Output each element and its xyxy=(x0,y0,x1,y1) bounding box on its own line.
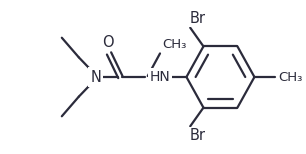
Text: Br: Br xyxy=(189,128,205,143)
Text: CH₃: CH₃ xyxy=(162,38,186,51)
Text: O: O xyxy=(102,34,114,49)
Text: N: N xyxy=(90,69,101,85)
Text: CH₃: CH₃ xyxy=(278,71,302,83)
Text: HN: HN xyxy=(150,70,170,84)
Text: Br: Br xyxy=(189,11,205,26)
